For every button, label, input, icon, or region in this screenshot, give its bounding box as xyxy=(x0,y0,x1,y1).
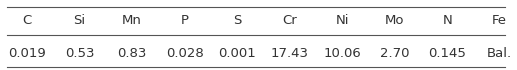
Text: 0.001: 0.001 xyxy=(218,47,256,60)
Text: S: S xyxy=(233,14,241,27)
Text: 0.83: 0.83 xyxy=(117,47,147,60)
Text: Fe: Fe xyxy=(492,14,507,27)
Text: C: C xyxy=(22,14,32,27)
Text: N: N xyxy=(442,14,452,27)
Text: 0.145: 0.145 xyxy=(428,47,466,60)
Text: 10.06: 10.06 xyxy=(323,47,361,60)
Text: Si: Si xyxy=(73,14,86,27)
Text: Bal.: Bal. xyxy=(487,47,512,60)
Text: Mo: Mo xyxy=(385,14,404,27)
Text: P: P xyxy=(180,14,189,27)
Text: 0.019: 0.019 xyxy=(8,47,46,60)
Text: 2.70: 2.70 xyxy=(380,47,409,60)
Text: Cr: Cr xyxy=(282,14,297,27)
Text: Mn: Mn xyxy=(122,14,142,27)
Text: 0.028: 0.028 xyxy=(166,47,204,60)
Text: 17.43: 17.43 xyxy=(270,47,309,60)
Text: Ni: Ni xyxy=(336,14,349,27)
Text: 0.53: 0.53 xyxy=(65,47,94,60)
